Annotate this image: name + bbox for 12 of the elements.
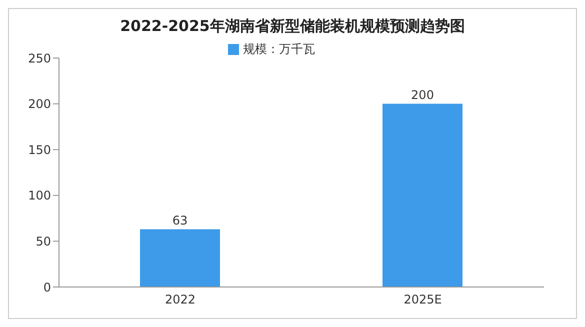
- y-tick-label: 150: [28, 142, 51, 157]
- y-tick-label: 100: [28, 188, 51, 203]
- y-tick-label: 0: [43, 280, 51, 294]
- legend-label: 规模：万千瓦: [243, 42, 315, 56]
- y-tick-label: 250: [28, 51, 51, 66]
- x-tick-label: 2025E: [404, 292, 442, 307]
- y-tick-label: 50: [36, 234, 51, 248]
- y-tick-label: 200: [28, 97, 51, 112]
- x-tick-label: 2022: [164, 292, 196, 307]
- chart-title: 2022-2025年湖南省新型储能装机规模预测趋势图: [119, 16, 466, 36]
- data-label: 200: [411, 88, 434, 102]
- data-label: 63: [172, 213, 188, 228]
